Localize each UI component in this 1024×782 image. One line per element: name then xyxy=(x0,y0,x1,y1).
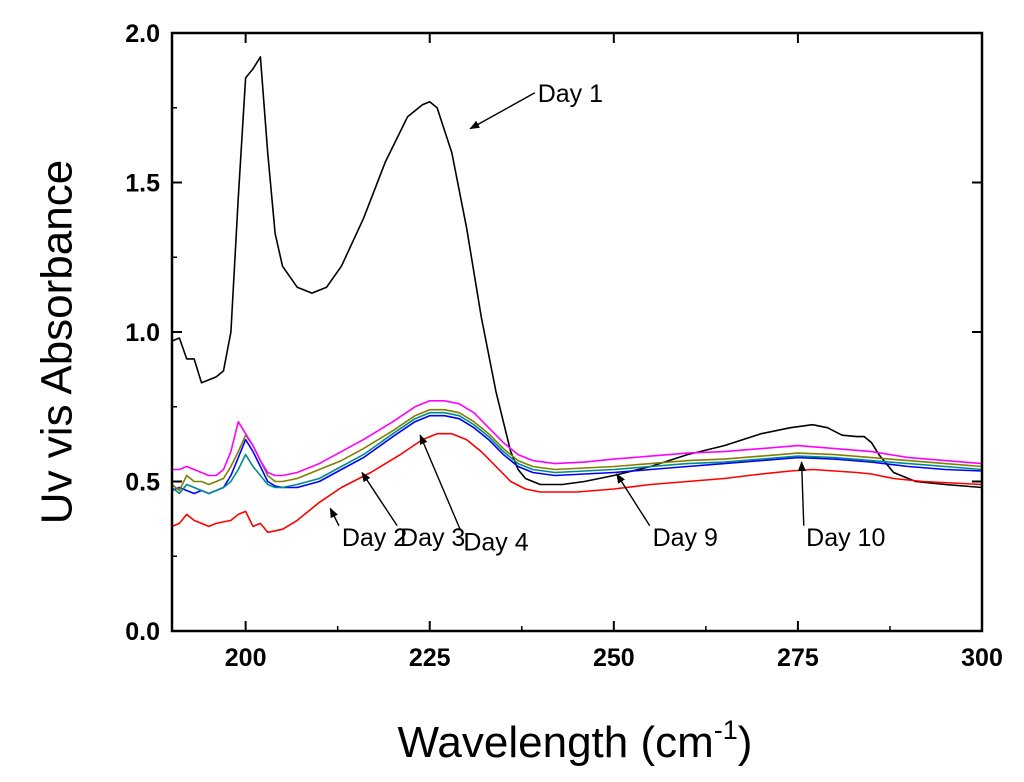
x-axis-title-tail: ) xyxy=(738,718,753,767)
annotation-arrow xyxy=(361,471,398,527)
series-line-day-10 xyxy=(172,400,982,477)
y-tick-label: 1.5 xyxy=(125,170,160,198)
x-tick-label: 300 xyxy=(961,644,1003,672)
x-axis-title: Wavelength (cm-1) xyxy=(398,715,753,767)
ticks-layer: 200 225 250 275 300 0.0 0.5 1.0 1.5 2.0 xyxy=(125,20,1003,672)
series-line-day-2 xyxy=(172,432,982,534)
annotation-day-9: Day 9 xyxy=(653,524,718,552)
annotation-day-3: Day 3 xyxy=(400,524,465,552)
x-tick-label: 200 xyxy=(225,644,267,672)
x-tick-label: 275 xyxy=(777,644,819,672)
y-tick-label: 1.0 xyxy=(125,319,160,347)
annotation-day-10: Day 10 xyxy=(806,524,885,552)
annotation-arrow xyxy=(329,507,340,527)
y-axis-title: Uv vis Absorbance xyxy=(33,160,82,524)
series-line-day-9 xyxy=(172,411,982,495)
annotation-arrow xyxy=(616,473,651,527)
x-tick-label: 250 xyxy=(593,644,635,672)
annotation-day-1: Day 1 xyxy=(538,80,603,108)
annotation-day-4: Day 4 xyxy=(463,528,528,556)
y-tick-label: 2.0 xyxy=(125,20,160,48)
y-tick-label: 0.0 xyxy=(125,618,160,646)
plot-frame xyxy=(170,31,984,633)
x-tick-label: 225 xyxy=(409,644,451,672)
series-line-day-4 xyxy=(172,408,982,492)
series-layer xyxy=(172,56,982,534)
annotation-arrow xyxy=(797,461,806,526)
annotation-arrow xyxy=(469,92,536,130)
annotation-day-2: Day 2 xyxy=(342,524,407,552)
annotation-arrow xyxy=(419,434,462,531)
y-tick-label: 0.5 xyxy=(125,469,160,497)
x-axis-title-main: Wavelength (cm xyxy=(398,718,714,767)
series-line-day-1 xyxy=(172,56,982,489)
x-axis-title-sup: -1 xyxy=(714,715,738,745)
